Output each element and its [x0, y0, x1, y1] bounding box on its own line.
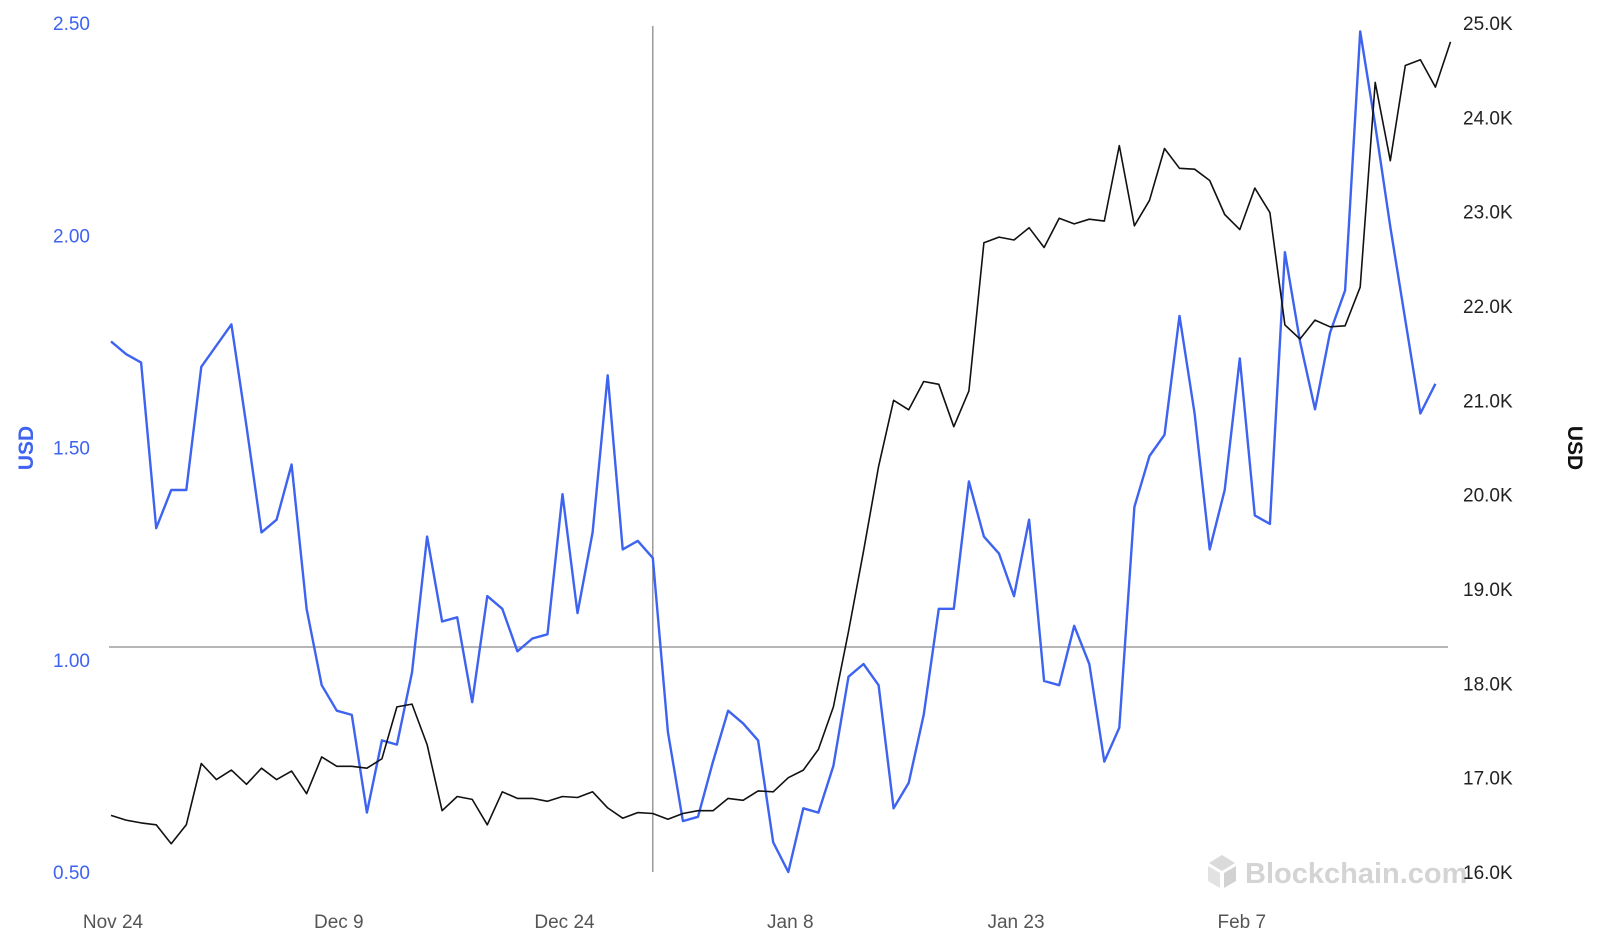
x-axis-tick-label: Dec 24: [534, 912, 595, 933]
right-axis-tick-label: 17.0K: [1463, 769, 1513, 790]
left-axis-tick-label: 1.00: [53, 651, 90, 672]
left-axis-tick-label: 2.50: [53, 14, 90, 35]
blockchain-logo-icon: [1208, 855, 1236, 888]
series-line-left-axis: [110, 30, 1437, 874]
x-axis-ticks: Nov 24 Dec 9 Dec 24 Jan 8 Jan 23 Feb 7: [83, 912, 1266, 933]
crosshair: [109, 26, 1448, 872]
x-axis-tick-label: Jan 23: [987, 912, 1044, 933]
right-axis-tick-label: 25.0K: [1463, 14, 1513, 35]
left-axis-title: USD: [15, 426, 38, 470]
x-axis-tick-label: Dec 9: [314, 912, 364, 933]
left-axis-tick-label: 2.00: [53, 226, 90, 247]
right-axis-tick-label: 19.0K: [1463, 580, 1513, 601]
watermark-text: Blockchain.com: [1245, 858, 1467, 890]
right-axis-ticks: 16.0K 17.0K 18.0K 19.0K 20.0K 21.0K 22.0K 23.0K…: [1463, 14, 1513, 884]
left-axis-ticks: 0.50 1.00 1.50 2.00 2.50: [53, 14, 90, 884]
right-axis-tick-label: 16.0K: [1463, 863, 1513, 884]
right-axis-tick-label: 20.0K: [1463, 486, 1513, 507]
right-axis-tick-label: 24.0K: [1463, 108, 1513, 129]
blockchain-watermark: Blockchain.com: [1208, 855, 1467, 890]
right-axis-title: USD: [1563, 426, 1586, 470]
x-axis-tick-label: Feb 7: [1218, 912, 1267, 933]
x-axis-tick-label: Jan 8: [767, 912, 813, 933]
left-axis-tick-label: 0.50: [53, 863, 90, 884]
right-axis-tick-label: 23.0K: [1463, 203, 1513, 224]
series-layer: [110, 30, 1452, 874]
left-axis-tick-label: 1.50: [53, 439, 90, 460]
right-axis-tick-label: 18.0K: [1463, 674, 1513, 695]
series-line-right-axis: [110, 41, 1452, 845]
right-axis-tick-label: 22.0K: [1463, 297, 1513, 318]
right-axis-tick-label: 21.0K: [1463, 391, 1513, 412]
x-axis-tick-label: Nov 24: [83, 912, 144, 933]
